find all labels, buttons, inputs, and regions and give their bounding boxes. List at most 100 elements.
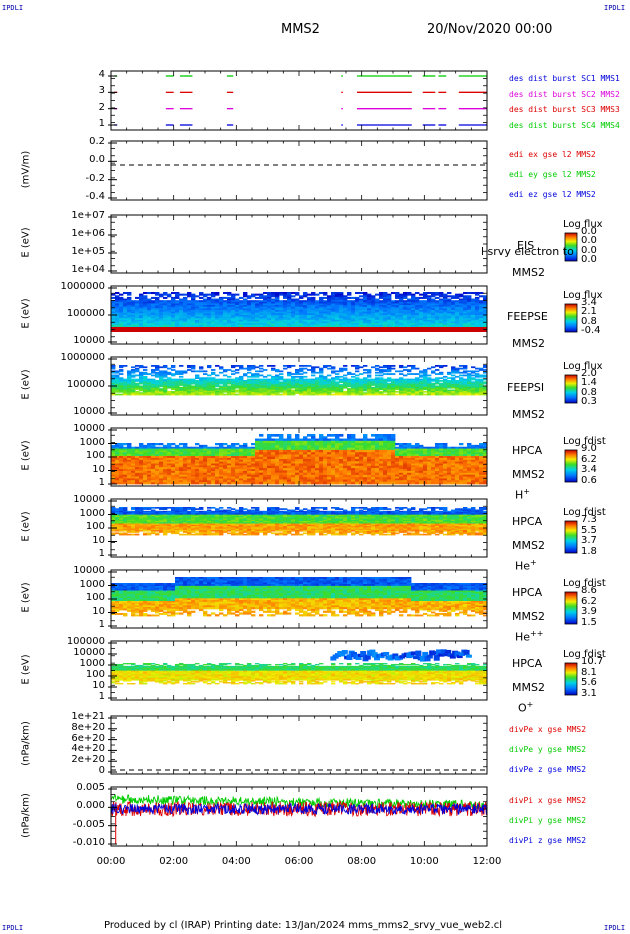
y-tick-label: 100 [85, 521, 105, 532]
y-tick-label: 1000000 [60, 352, 105, 363]
legend-entry: des dist burst SC1 MMS1 [509, 74, 620, 83]
y-tick-label: 1 [98, 118, 105, 129]
instrument-label: HPCA [512, 444, 543, 457]
y-tick-label: 6e+20 [71, 732, 105, 744]
instrument-label: FEEPSE [507, 310, 548, 323]
y-tick-label: -0.4 [85, 191, 105, 202]
species-label: He++ [515, 629, 543, 644]
y-tick-label: 1000 [79, 507, 105, 519]
colorbar-tick: 0.3 [581, 396, 597, 407]
species-label: O+ [518, 700, 533, 715]
corner-label-top-right: IPDLI [604, 4, 626, 12]
spacecraft-label: MMS2 [512, 681, 545, 694]
species-symbol: He [515, 559, 531, 573]
colorbar-tick: 0.0 [581, 226, 597, 237]
y-tick-label: 10000 [73, 647, 105, 658]
y-tick-label: 8e+20 [71, 721, 105, 733]
colorbar-tick: 5.6 [581, 677, 597, 689]
y-tick-label: 100000 [66, 308, 105, 319]
y-tick-label: 1 [98, 691, 105, 702]
legend-entry: des dist burst SC4 MMS4 [509, 120, 620, 130]
y-axis-label: E (eV) [20, 511, 32, 542]
colorbar-tick: 1.8 [581, 546, 597, 557]
y-tick-label: 100 [85, 669, 105, 680]
y-tick-label: 10 [92, 534, 105, 546]
colorbar-tick: 5.5 [581, 524, 597, 536]
colorbar-tick: 1.4 [581, 377, 597, 389]
legend-entry: divPe y gse MMS2 [509, 745, 587, 754]
y-axis-label: (mV/m) [20, 150, 32, 188]
spectrogram-hpca_he [111, 507, 488, 536]
y-tick-label: 10000 [73, 335, 105, 346]
instrument-label: EIS [517, 239, 535, 252]
y-axis-label: E (eV) [20, 582, 32, 613]
colorbar-tick: 9.0 [581, 443, 597, 454]
spectrogram-hpca_h [111, 434, 488, 485]
y-tick-label: 4 [98, 69, 105, 80]
colorbar [564, 303, 578, 333]
y-tick-label: 100 [85, 450, 105, 461]
y-tick-label: 1 [98, 619, 105, 630]
panel-feepse [108, 285, 488, 345]
y-tick-label: 0.000 [76, 800, 105, 812]
species-charge: + [523, 487, 530, 496]
x-tick-label: 10:00 [409, 856, 439, 867]
x-tick-label: 08:00 [347, 856, 377, 867]
species-charge: + [526, 700, 534, 709]
y-axis-label: E (eV) [20, 440, 32, 471]
spacecraft-label: MMS2 [512, 468, 545, 481]
hpca-o-blue-streak [330, 649, 472, 662]
colorbar-tick: 7.3 [581, 514, 597, 525]
panel-hpca_o [108, 640, 488, 701]
colorbar-tick: 1.5 [581, 617, 597, 628]
y-tick-label: -0.010 [72, 837, 105, 848]
y-tick-label: 1000 [79, 578, 105, 590]
legend-entry: edi ey gse l2 MMS2 [509, 170, 596, 179]
spacecraft-label: MMS2 [512, 408, 545, 421]
y-tick-label: 1e+07 [71, 210, 105, 221]
legend-entry: edi ex gse l2 MMS2 [509, 150, 596, 159]
y-tick-label: -0.2 [85, 172, 105, 184]
y-tick-label: 10000 [73, 423, 105, 434]
species-label: H+ [515, 487, 530, 502]
date-title: 20/Nov/2020 00:00 [427, 22, 553, 37]
species-symbol: He [515, 630, 531, 644]
y-tick-label: 100000 [66, 636, 105, 647]
panel-feepsi [108, 356, 488, 416]
y-tick-label: 10 [92, 463, 105, 475]
y-tick-label: 10000 [73, 494, 105, 505]
colorbar-tick: 0.0 [581, 235, 597, 247]
y-tick-label: 10000 [73, 565, 105, 576]
x-tick-label: 12:00 [472, 856, 502, 867]
colorbar [564, 449, 578, 483]
colorbar-tick: 2.0 [581, 368, 597, 379]
y-tick-label: 1000 [79, 658, 105, 669]
colorbar-tick: 8.6 [581, 585, 597, 596]
colorbar-tick: 10.7 [581, 656, 604, 667]
y-tick-label: 0 [98, 765, 105, 776]
x-tick-label: 06:00 [284, 856, 314, 867]
y-tick-label: 0.005 [76, 782, 105, 793]
colorbar-title: Log fdist [563, 578, 606, 589]
y-tick-label: 1e+04 [71, 264, 105, 275]
y-tick-label: 3 [98, 85, 105, 97]
colorbar [564, 591, 578, 625]
y-tick-label: 10000 [73, 406, 105, 417]
x-tick-label: 00:00 [96, 856, 126, 867]
y-tick-label: 2 [98, 101, 105, 113]
colorbar-tick: 0.8 [581, 386, 597, 398]
corner-label-bottom-right: IPDLI [604, 924, 626, 932]
y-tick-label: 1e+05 [71, 246, 105, 257]
divpi-series-2 [110, 802, 488, 816]
panel-eis [108, 214, 488, 274]
legend-entry: divPe z gse MMS2 [509, 765, 587, 774]
spacecraft-label: MMS2 [512, 337, 545, 350]
panel-hpca_hepp [108, 569, 488, 629]
colorbar-tick: 3.1 [581, 688, 597, 699]
instrument-label: HPCA [512, 586, 543, 599]
panel-divpi [108, 786, 488, 847]
y-tick-label: 10 [92, 680, 105, 691]
mission-title: MMS2 [281, 22, 320, 37]
